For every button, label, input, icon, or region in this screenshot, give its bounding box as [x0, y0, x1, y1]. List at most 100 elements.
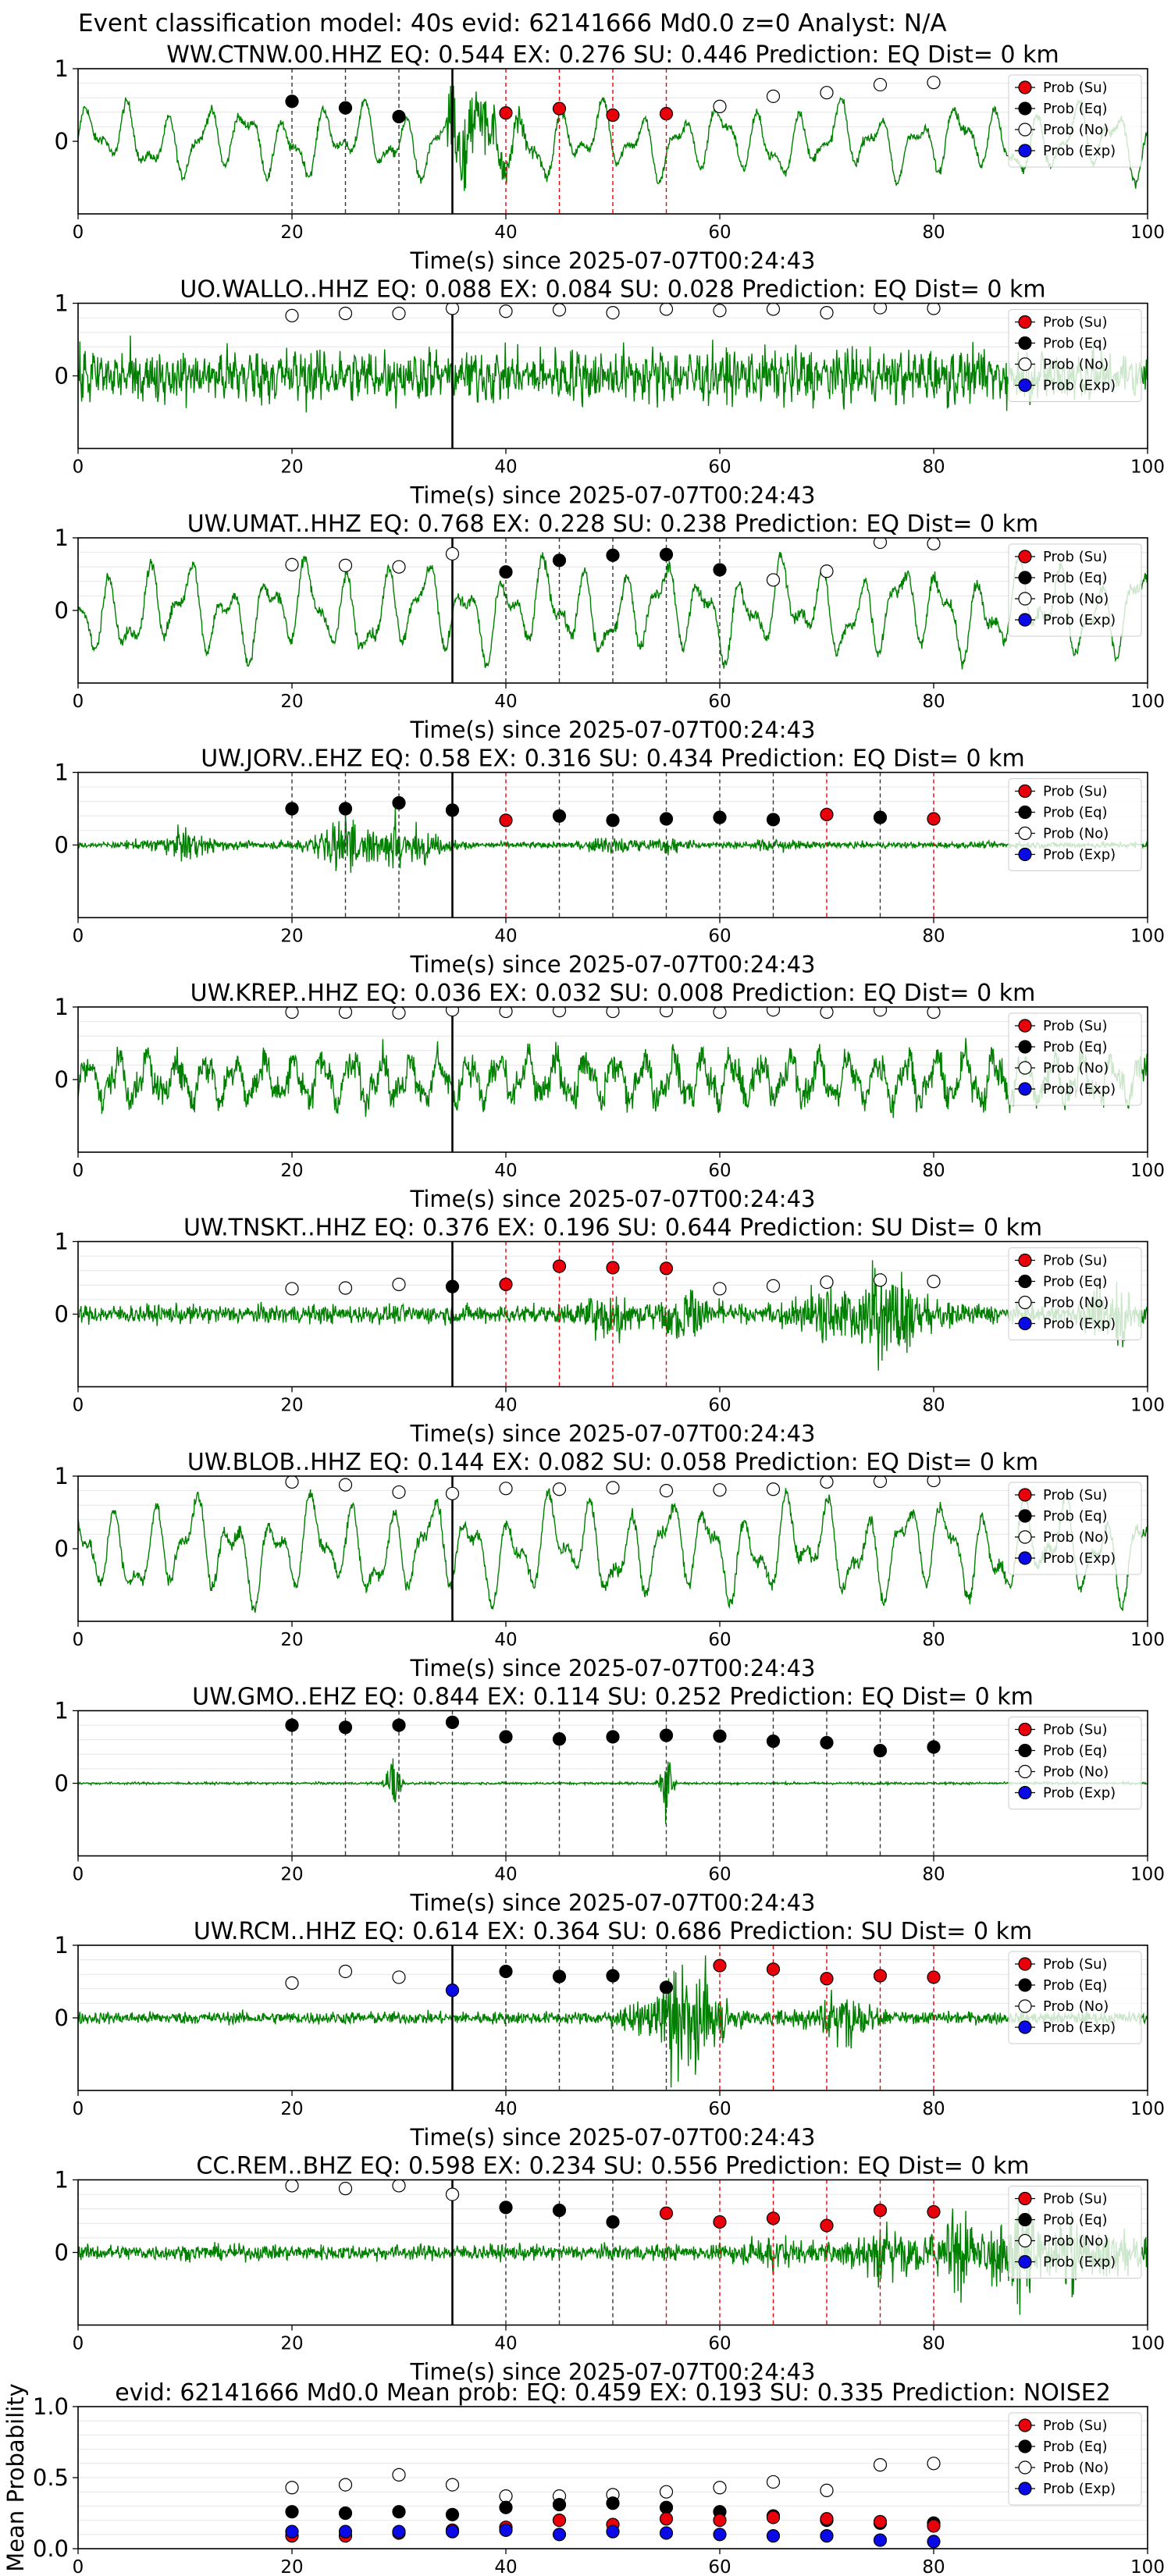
x-tick-label: 100	[1130, 927, 1165, 947]
prob-marker-no	[392, 306, 406, 321]
legend-marker	[1018, 826, 1032, 841]
prob-marker-su	[606, 108, 620, 123]
prob-marker-no	[445, 546, 460, 561]
mean-prob-point-eq	[499, 2500, 513, 2514]
prob-marker-no	[606, 305, 620, 320]
prob-marker-eq	[552, 1969, 567, 1984]
x-tick-label: 40	[494, 1630, 517, 1650]
legend-marker	[1018, 571, 1032, 585]
y-tick-label: 1	[55, 1932, 69, 1959]
x-tick-label: 60	[708, 2557, 731, 2576]
prob-marker-eq	[606, 1969, 620, 1983]
prob-marker-no	[659, 303, 674, 316]
chart-panel-1: WW.CTNW.00.HHZ EQ: 0.544 EX: 0.276 SU: 0…	[55, 41, 1165, 274]
legend-marker	[1018, 1764, 1032, 1779]
legend-marker	[1018, 2233, 1032, 2248]
prob-marker-no	[873, 538, 888, 550]
x-tick-label: 100	[1130, 692, 1165, 712]
legend-marker	[1018, 2418, 1032, 2432]
legend-label: Prob (Eq)	[1043, 1508, 1108, 1525]
prob-marker-su	[820, 2218, 834, 2233]
panel-title: UW.RCM..HHZ EQ: 0.614 EX: 0.364 SU: 0.68…	[194, 1918, 1032, 1945]
prob-marker-no	[392, 1970, 406, 1984]
legend-label: Prob (Eq)	[1043, 570, 1108, 586]
prob-marker-no	[552, 303, 567, 317]
x-tick-label: 0	[73, 692, 84, 712]
legend-box	[1008, 2186, 1142, 2279]
x-tick-label: 20	[280, 692, 303, 712]
plot-area	[78, 1710, 1148, 1856]
x-tick-label: 80	[922, 2099, 945, 2119]
prob-marker-su	[927, 812, 941, 826]
legend-marker	[1018, 357, 1032, 372]
prob-marker-no	[766, 1482, 781, 1496]
x-tick-label: 100	[1130, 222, 1165, 243]
prob-marker-no	[338, 2182, 353, 2196]
legend-label: Prob (Su)	[1043, 784, 1108, 800]
prob-marker-no	[392, 2179, 406, 2193]
x-tick-label: 40	[494, 1161, 517, 1181]
prob-marker-no	[499, 1007, 513, 1019]
prob-marker-no	[766, 573, 781, 587]
waveform-trace	[78, 1488, 1148, 1614]
chart-panel-7: UW.BLOB..HHZ EQ: 0.144 EX: 0.082 SU: 0.0…	[55, 1449, 1165, 1681]
prob-marker-eq	[445, 803, 460, 817]
legend-marker	[1018, 1061, 1032, 1075]
x-tick-label: 60	[708, 692, 731, 712]
prob-marker-no	[766, 89, 781, 103]
x-tick-label: 0	[73, 1161, 84, 1181]
prob-marker-su	[820, 807, 834, 822]
y-tick-label: 1	[55, 1463, 69, 1489]
y-tick-label: 0	[55, 1301, 69, 1328]
panel-title: UW.GMO..EHZ EQ: 0.844 EX: 0.114 SU: 0.25…	[192, 1684, 1034, 1711]
figure-title: Event classification model: 40s evid: 62…	[78, 9, 947, 37]
prob-marker-no	[445, 1007, 460, 1017]
legend-marker	[1018, 1019, 1032, 1033]
prob-marker-eq	[499, 565, 513, 579]
x-tick-label: 0	[73, 2099, 84, 2119]
x-axis-label: Time(s) since 2025-07-07T00:24:43	[410, 1186, 816, 1212]
panel-title: UW.KREP..HHZ EQ: 0.036 EX: 0.032 SU: 0.0…	[190, 980, 1036, 1007]
mean-prob-point-su	[713, 2514, 727, 2528]
panel-title: evid: 62141666 Md0.0 Mean prob: EQ: 0.45…	[115, 2379, 1111, 2407]
y-tick-label: 1	[55, 994, 69, 1020]
prob-marker-su	[713, 2215, 727, 2229]
prob-marker-no	[873, 303, 888, 315]
legend-label: Prob (Su)	[1043, 1956, 1108, 1973]
prob-marker-su	[499, 813, 513, 827]
legend-marker	[1018, 592, 1032, 606]
mean-prob-point-exp	[659, 2526, 674, 2540]
chart-panel-6: UW.TNSKT..HHZ EQ: 0.376 EX: 0.196 SU: 0.…	[55, 1215, 1165, 1447]
prob-marker-eq	[392, 1718, 406, 1732]
x-tick-label: 100	[1130, 1161, 1165, 1181]
mean-prob-point-no	[713, 2481, 727, 2495]
x-tick-label: 60	[708, 1865, 731, 1885]
legend-box	[1008, 1012, 1142, 1106]
x-tick-label: 20	[280, 2557, 303, 2576]
legend-label: Prob (Eq)	[1043, 2212, 1108, 2229]
mean-prob-point-exp	[499, 2523, 513, 2537]
legend-marker	[1018, 2482, 1032, 2496]
legend-label: Prob (Eq)	[1043, 805, 1108, 821]
mean-prob-point-no	[659, 2485, 674, 2499]
x-tick-label: 60	[708, 2334, 731, 2354]
legend-marker	[1018, 144, 1032, 158]
x-tick-label: 0	[73, 2557, 84, 2576]
x-tick-label: 40	[494, 927, 517, 947]
x-tick-label: 20	[280, 1865, 303, 1885]
legend-label: Prob (Eq)	[1043, 2439, 1108, 2455]
prob-marker-su	[499, 1277, 513, 1291]
legend-label: Prob (No)	[1043, 1529, 1109, 1546]
legend-label: Prob (Su)	[1043, 1487, 1108, 1503]
prob-marker-exp	[445, 1984, 460, 1998]
prob-marker-eq	[713, 563, 727, 577]
prob-marker-eq	[392, 109, 406, 123]
panel-title: UW.BLOB..HHZ EQ: 0.144 EX: 0.082 SU: 0.0…	[187, 1449, 1038, 1476]
panel-title: CC.REM..BHZ EQ: 0.598 EX: 0.234 SU: 0.55…	[196, 2153, 1029, 2180]
y-tick-label: 1	[55, 1229, 69, 1255]
legend-label: Prob (Exp)	[1043, 2019, 1116, 2036]
legend-label: Prob (Eq)	[1043, 1977, 1108, 1994]
prob-marker-su	[820, 1972, 834, 1986]
panel-title: UW.UMAT..HHZ EQ: 0.768 EX: 0.228 SU: 0.2…	[187, 511, 1039, 538]
